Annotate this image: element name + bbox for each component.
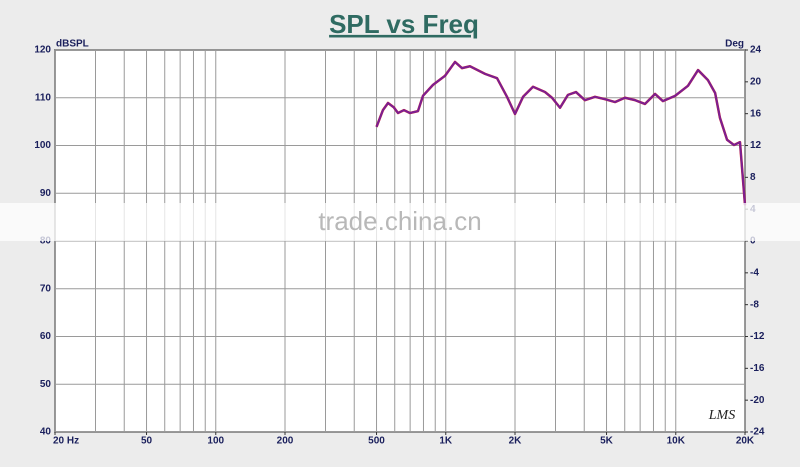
x-tick-label: 20K [736,436,755,447]
x-tick-label: 1K [439,436,453,447]
x-tick-label: 5K [600,436,614,447]
watermark: trade.china.cn [318,206,481,236]
y2-tick-label: 24 [750,45,762,56]
y-tick-label: 50 [40,379,52,390]
x-tick-label: 10K [667,436,686,447]
y-tick-label: 40 [40,427,52,438]
x-tick-label: 50 [141,436,153,447]
x-tick-label: 500 [368,436,385,447]
y2-tick-label: -8 [750,299,759,310]
y2-tick-label: -12 [750,331,765,342]
x-tick-label: 2K [509,436,523,447]
y-tick-label: 110 [35,92,52,103]
y-axis-label: dBSPL [56,39,89,50]
y-tick-label: 100 [34,140,51,151]
logo: LMS [708,408,735,423]
x-tick-label: 100 [207,436,224,447]
y2-tick-label: -24 [750,427,765,438]
y-tick-label: 60 [40,331,52,342]
y2-tick-label: -20 [750,395,765,406]
y2-tick-label: -4 [750,267,759,278]
y2-tick-label: 0 [750,236,756,247]
x-tick-label: 20 Hz [53,436,79,447]
chart-title: SPL vs Freq [329,9,479,39]
x-tick-label: 200 [277,436,294,447]
series-line [375,60,746,206]
y-tick-label: 90 [40,188,52,199]
y2-tick-label: 16 [750,108,762,119]
watermark-band [0,203,800,241]
y2-axis-label: Deg [725,39,744,50]
y2-tick-label: -16 [750,363,765,374]
y-tick-label: 70 [40,283,52,294]
y-tick-label: 80 [40,236,52,247]
y2-tick-label: 8 [750,172,756,183]
y-tick-label: 120 [34,45,51,56]
y2-tick-label: 12 [750,140,762,151]
y2-tick-label: 20 [750,76,762,87]
